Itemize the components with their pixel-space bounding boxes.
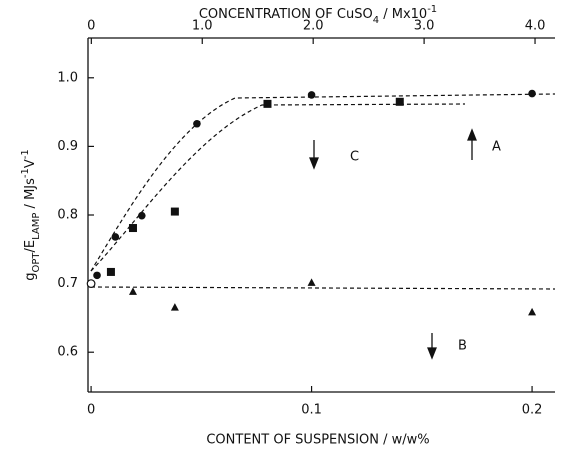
marker: [395, 97, 404, 106]
label-part: -1: [20, 149, 31, 159]
marker: [93, 271, 101, 280]
marker: [170, 303, 179, 311]
x-tick-label: 0: [87, 403, 95, 418]
marker: [263, 99, 272, 108]
arrows: [309, 128, 477, 360]
x2-tick-label: 4.0: [525, 19, 546, 34]
fit-curve-c: [90, 103, 466, 272]
y-tick-label: 1.0: [57, 70, 78, 85]
marker: [528, 89, 536, 98]
label-part: / MJs: [23, 178, 38, 213]
x2-tick-label: 3.0: [414, 19, 435, 34]
label-part: 4: [373, 15, 379, 26]
x2-axis-label: CONCENTRATION OF CuSO4 / Mx10-1: [199, 4, 437, 26]
label-part: -1: [20, 168, 31, 178]
label-part: V: [23, 159, 38, 168]
label-part: -1: [427, 4, 437, 15]
marker: [193, 119, 201, 128]
fit-line-b: [90, 286, 556, 290]
marker: [137, 211, 146, 220]
label-part: CONCENTRATION OF CuSO: [199, 7, 373, 22]
marker: [307, 91, 316, 99]
marker: [128, 287, 137, 295]
y-tick-label: 0.6: [57, 345, 78, 360]
annotation: A: [492, 140, 501, 155]
x2-tick-label: 0: [87, 19, 95, 34]
label-part: / Mx10: [379, 7, 427, 22]
x-tick-label: 0.1: [301, 403, 322, 418]
x2-tick-label: 1.0: [192, 19, 213, 34]
annotation: B: [458, 339, 467, 354]
x-axis-label: CONTENT OF SUSPENSION / w/w%: [206, 433, 429, 448]
marker: [128, 224, 137, 233]
x2-tick-label: 2.0: [303, 19, 324, 34]
y-tick-label: 0.9: [57, 139, 78, 154]
label-part: /E: [23, 240, 38, 253]
annotation: C: [350, 150, 359, 165]
fit-curve-a: [90, 93, 556, 272]
label-part: g: [23, 273, 38, 281]
marker: [86, 279, 96, 289]
label-part: OPT: [31, 252, 42, 273]
y-tick-label: 0.8: [57, 208, 78, 223]
y-tick-label: 0.7: [57, 276, 78, 291]
label-part: LAMP: [31, 213, 42, 240]
x-tick-label: 0.2: [522, 403, 543, 418]
marker: [307, 278, 316, 286]
y-axis-label: gOPT/ELAMP / MJs-1V-1: [20, 149, 42, 281]
marker: [170, 207, 179, 216]
marker: [528, 307, 537, 316]
marker: [106, 267, 115, 276]
marker: [111, 233, 120, 241]
